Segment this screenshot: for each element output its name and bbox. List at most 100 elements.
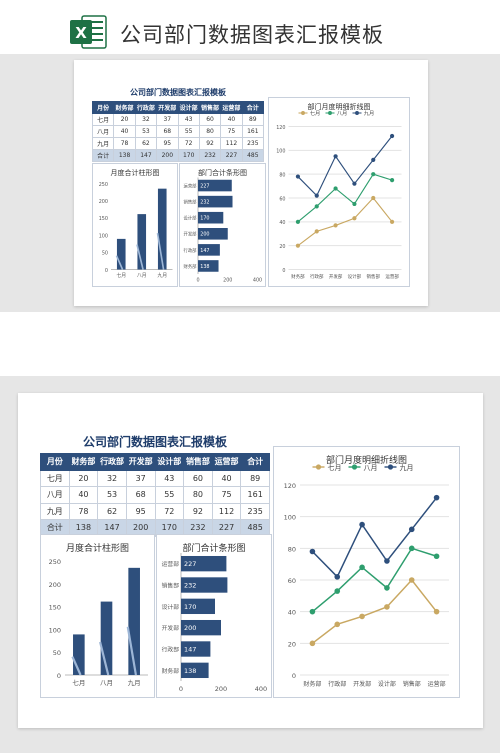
table-cell: 62 bbox=[97, 502, 127, 520]
table-row: 八月 40 53 68 55 80 75 161 bbox=[40, 486, 270, 504]
legend-marker bbox=[301, 111, 305, 115]
table-cell: 75 bbox=[220, 125, 243, 138]
column-header: 财务部 bbox=[68, 453, 99, 471]
x-tick-label: 八月 bbox=[100, 679, 113, 687]
column-header: 行政部 bbox=[134, 101, 158, 114]
report-preview-small[interactable]: 公司部门数据图表汇报模板 月份 财务部 行政部 开发部 设计部 销售部 运营部 合计 七月 20 3… bbox=[74, 60, 428, 306]
report-preview-large[interactable]: 公司部门数据图表汇报模板 月份 财务部 行政部 开发部 设计部 销售部 运营部 合计 七月 20 3… bbox=[18, 393, 483, 728]
table-cell: 40 bbox=[220, 113, 243, 126]
total-cell: 485 bbox=[241, 149, 265, 162]
x-tick-label: 九月 bbox=[128, 678, 141, 687]
data-point bbox=[359, 613, 365, 620]
bar bbox=[198, 211, 224, 224]
table-cell: 43 bbox=[177, 113, 200, 126]
table-row: 九月 78 62 95 72 92 112 235 bbox=[40, 502, 270, 520]
table-cell: 89 bbox=[240, 469, 270, 487]
data-point bbox=[371, 157, 376, 162]
column-header: 财务部 bbox=[113, 101, 136, 114]
x-tick-label: 200 bbox=[223, 278, 232, 284]
legend-marker bbox=[328, 111, 332, 115]
total-cell: 232 bbox=[198, 149, 222, 162]
data-table: 月份 财务部 行政部 开发部 设计部 销售部 运营部 合计 七月 20 32 37 43 60 40 89 八月… bbox=[40, 453, 270, 537]
data-point bbox=[333, 186, 338, 191]
data-point bbox=[389, 178, 395, 183]
column-chart-panel: 月度合计柱形图 0 50 100 150 200 250 七月 八月 九月 bbox=[92, 163, 178, 287]
table-total-row: 合计 138 147 200 170 232 227 485 bbox=[91, 149, 265, 162]
bar bbox=[181, 641, 211, 657]
legend-label: 七月 bbox=[328, 463, 342, 472]
data-point bbox=[333, 154, 338, 159]
legend-label: 八月 bbox=[337, 110, 348, 117]
column-header: 月份 bbox=[40, 453, 70, 471]
bar bbox=[73, 634, 85, 675]
x-tick-label: 设计部 bbox=[348, 273, 362, 280]
table-cell: 235 bbox=[240, 502, 270, 520]
data-label: 200 bbox=[200, 232, 209, 238]
legend-label: 九月 bbox=[400, 463, 414, 472]
x-tick-label: 运营部 bbox=[428, 680, 446, 688]
data-point bbox=[408, 577, 415, 583]
table-cell: 20 bbox=[68, 469, 99, 487]
series-line bbox=[311, 547, 437, 613]
table-cell: 112 bbox=[220, 137, 243, 150]
x-tick-label: 设计部 bbox=[378, 680, 396, 688]
total-cell: 138 bbox=[113, 149, 136, 162]
data-point bbox=[295, 219, 301, 224]
table-cell: 八月 bbox=[40, 486, 70, 504]
line-chart-panel: 部门月度明细折线图 七月 八月 九月 0 20 40 60 80 100 120 财务部 行政部 开发部… bbox=[273, 446, 460, 698]
report-title: 公司部门数据图表汇报模板 bbox=[82, 435, 227, 449]
bar bbox=[181, 555, 227, 572]
y-tick-label: 财务部 bbox=[183, 263, 197, 270]
table-cell: 89 bbox=[241, 113, 265, 126]
x-tick-label: 200 bbox=[215, 685, 227, 693]
y-tick-label: 运营部 bbox=[162, 560, 180, 568]
table-cell: 112 bbox=[211, 502, 242, 520]
bar-highlight bbox=[126, 626, 137, 676]
y-tick-label: 150 bbox=[49, 604, 61, 612]
table-cell: 75 bbox=[211, 486, 242, 504]
column-header: 设计部 bbox=[177, 101, 200, 114]
bar bbox=[100, 601, 113, 675]
bar-chart-title: 部门合计条形图 bbox=[198, 169, 247, 177]
bar bbox=[198, 195, 233, 208]
series-line bbox=[297, 197, 393, 247]
bar bbox=[181, 619, 221, 636]
legend-marker bbox=[315, 464, 322, 470]
data-point bbox=[309, 548, 316, 555]
bar bbox=[128, 567, 140, 675]
data-point bbox=[295, 243, 301, 248]
table-cell: 78 bbox=[113, 137, 136, 150]
data-point bbox=[408, 526, 415, 533]
y-tick-label: 100 bbox=[49, 626, 61, 634]
y-tick-label: 50 bbox=[102, 251, 108, 257]
table-cell: 92 bbox=[183, 502, 213, 520]
table-cell: 235 bbox=[241, 137, 265, 150]
table-cell: 62 bbox=[134, 137, 158, 150]
column-header: 销售部 bbox=[198, 101, 222, 114]
y-tick-label: 80 bbox=[288, 545, 296, 553]
bar-chart-panel: 部门合计条形图 227 运营部 232 销售部 170 设计部 200 开发部 147 行政部 13… bbox=[156, 534, 272, 698]
column-chart-title: 月度合计柱形图 bbox=[110, 169, 160, 177]
x-tick-label: 七月 bbox=[72, 678, 85, 687]
table-cell: 九月 bbox=[40, 502, 70, 520]
data-label: 227 bbox=[200, 183, 209, 189]
table-cell: 55 bbox=[154, 486, 185, 504]
data-point bbox=[314, 204, 319, 209]
table-cell: 八月 bbox=[91, 125, 115, 138]
total-cell: 合计 bbox=[91, 149, 115, 162]
data-point bbox=[309, 608, 316, 615]
x-tick-label: 财务部 bbox=[303, 680, 321, 688]
x-tick-label: 财务部 bbox=[291, 273, 305, 280]
data-point bbox=[352, 216, 357, 221]
data-point bbox=[371, 172, 376, 177]
legend-label: 八月 bbox=[364, 464, 378, 472]
data-label: 232 bbox=[200, 200, 209, 206]
column-chart-panel: 月度合计柱形图 0 50 100 150 200 250 七月 八月 九月 bbox=[40, 534, 155, 698]
data-label: 227 bbox=[184, 560, 196, 568]
table-cell: 95 bbox=[125, 502, 156, 520]
line-chart-title: 部门月度明细折线图 bbox=[325, 456, 407, 466]
x-tick-label: 开发部 bbox=[329, 273, 343, 280]
total-cell: 200 bbox=[125, 519, 156, 537]
column-header: 运营部 bbox=[211, 453, 242, 471]
bar bbox=[198, 179, 232, 192]
